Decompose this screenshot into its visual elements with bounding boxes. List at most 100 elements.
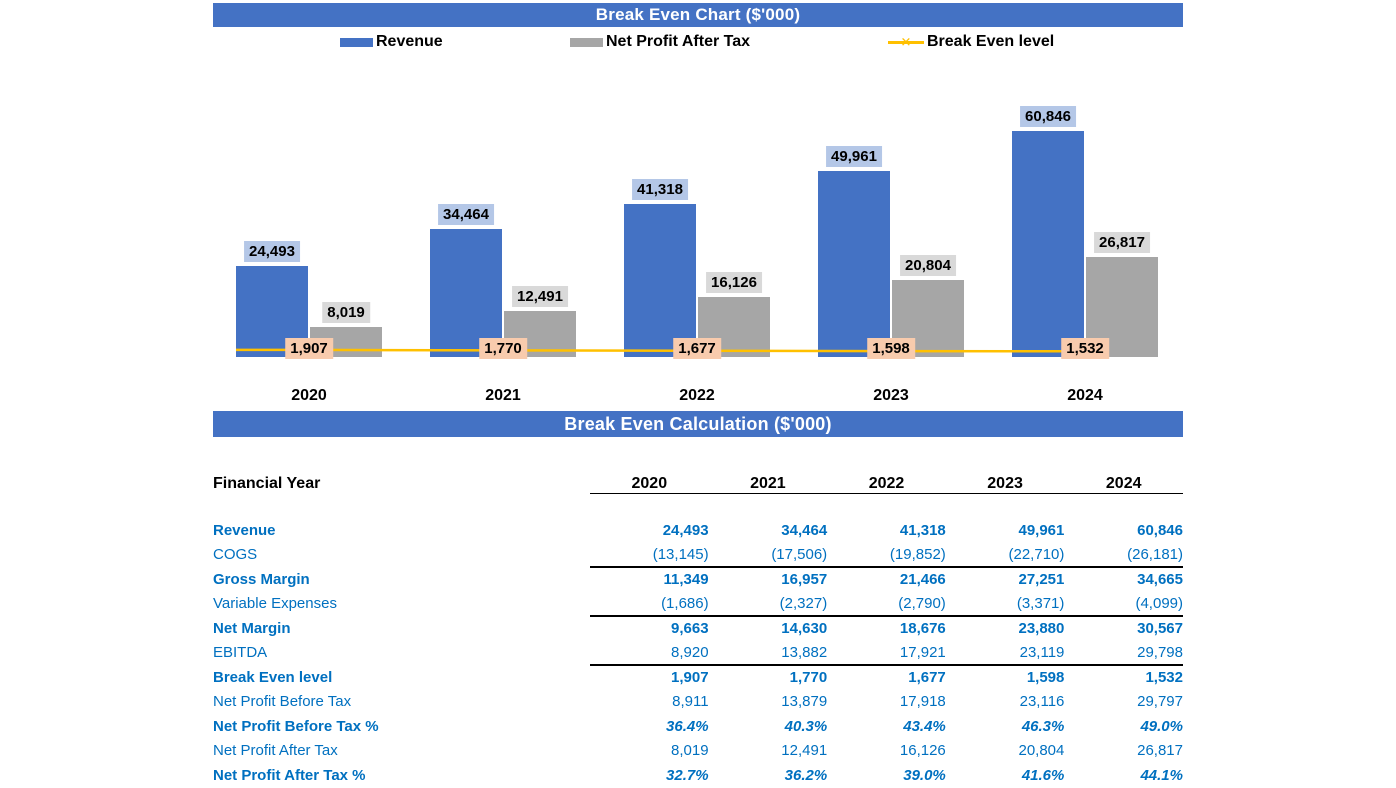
x-axis: 2020 2021 2022 2023 2024 [213, 357, 1183, 411]
cell-value: 60,846 [1137, 521, 1183, 539]
cell-value: 1,598 [945, 664, 1065, 690]
spacer-row [213, 493, 1183, 518]
row-label: COGS [213, 546, 258, 564]
table-row-ebitda: EBITDA 8,920 13,882 17,921 23,119 29,798 [213, 641, 1183, 666]
table-row-net-profit-after-tax: Net Profit After Tax % 32.7% 36.2% 39.0% 41.… [213, 763, 1183, 788]
year-header: 2022 [827, 455, 946, 494]
cell-value: 11,349 [590, 566, 709, 592]
cell-value: 41.6% [1021, 766, 1065, 784]
cell-value: 1,532 [1064, 664, 1183, 690]
break-even-plot: 24,493 8,019 1,907 34,464 12,491 1,770 41,318 1… [213, 56, 1183, 359]
cell-value: (2,327) [779, 594, 828, 612]
financial-year-header: Financial Year [213, 475, 321, 492]
legend-swatch-net-profit-after-tax [570, 37, 603, 47]
revenue-bar [624, 204, 696, 357]
cell-value: 44.1% [1140, 766, 1183, 784]
calc-title-banner: Break Even Calculation ($'000) [213, 411, 1183, 437]
break-even-value-label: 1,532 [1061, 338, 1109, 359]
year-header: 2024 [1064, 455, 1183, 494]
cell-value: 41,318 [899, 521, 946, 539]
table-row-net-profit-before-tax: Net Profit Before Tax % 36.4% 40.3% 43.4% 46… [213, 714, 1183, 739]
row-label: Net Profit Before Tax % [213, 717, 379, 735]
row-label: Net Margin [213, 619, 291, 637]
break-even-value-label: 1,598 [867, 338, 915, 359]
x-axis-label: 2024 [1067, 387, 1103, 404]
table-row-revenue: Revenue 24,493 34,464 41,318 49,961 60,846 [213, 518, 1183, 543]
cell-value: 39.0% [903, 766, 946, 784]
chart-legend: Revenue Net Profit After Tax ✕ Break Even l… [213, 27, 1183, 56]
year-header: 2023 [945, 455, 1065, 494]
cell-value: 24,493 [662, 521, 709, 539]
revenue-bar [818, 171, 890, 357]
cell-value: 30,567 [1064, 615, 1183, 641]
net-profit-value-label: 20,804 [900, 255, 956, 276]
x-axis-label: 2023 [873, 387, 909, 404]
report-page: Break Even Chart ($'000) Revenue Net Prof… [213, 0, 1183, 788]
cell-value: 34,665 [1064, 566, 1183, 592]
net-profit-value-label: 12,491 [512, 286, 568, 307]
row-label: Revenue [213, 521, 276, 539]
break-even-value-label: 1,907 [285, 338, 333, 359]
cell-value: 1,677 [827, 664, 946, 690]
legend-line [888, 41, 924, 44]
revenue-value-label: 34,464 [438, 204, 494, 225]
table-header-row: Financial Year 2020 2021 2022 2023 2024 [213, 455, 1183, 494]
revenue-bar [1012, 131, 1084, 357]
break-even-calculation-table: Financial Year 2020 2021 2022 2023 2024 Revenu… [213, 455, 1183, 788]
cell-value: (22,710) [1008, 545, 1065, 563]
net-profit-value-label: 8,019 [322, 302, 370, 323]
row-label: EBITDA [213, 644, 268, 662]
chart-title-banner: Break Even Chart ($'000) [213, 3, 1183, 27]
cell-value: 27,251 [945, 566, 1065, 592]
legend-item-revenue: Revenue [340, 33, 443, 51]
cell-value: (19,852) [889, 545, 946, 563]
cell-value: 36.2% [784, 766, 828, 784]
row-label: Variable Expenses [213, 595, 337, 613]
cell-value: 32.7% [666, 766, 709, 784]
cell-value: (26,181) [1127, 545, 1183, 563]
cell-value: (1,686) [661, 594, 709, 612]
cell-value: 49.0% [1140, 717, 1183, 735]
table-row-cogs: COGS (13,145) (17,506) (19,852) (22,710) (26,… [213, 543, 1183, 568]
cell-value: (4,099) [1135, 594, 1183, 612]
cell-value: 12,491 [781, 742, 828, 760]
revenue-value-label: 49,961 [826, 146, 882, 167]
cell-value: 9,663 [590, 615, 709, 641]
cell-value: 40.3% [784, 717, 828, 735]
legend-label: Net Profit After Tax [606, 33, 751, 50]
legend-label: Break Even level [927, 33, 1055, 50]
row-label: Net Profit Before Tax [213, 693, 352, 711]
year-header: 2021 [708, 455, 828, 494]
row-label: Net Profit After Tax [213, 742, 338, 760]
break-even-line-path [236, 348, 1086, 353]
cell-value: 29,798 [1137, 643, 1183, 661]
x-axis-label: 2021 [485, 387, 521, 404]
revenue-value-label: 60,846 [1020, 106, 1076, 127]
cell-value: 13,879 [781, 693, 828, 711]
legend-label: Revenue [376, 33, 443, 50]
cell-value: 26,817 [1137, 742, 1183, 760]
row-label: Net Profit After Tax % [213, 766, 366, 784]
break-even-value-label: 1,677 [673, 338, 721, 359]
legend-item-break-even-level: ✕ Break Even level [888, 33, 1054, 51]
cell-value: 8,920 [671, 643, 709, 661]
spacer-cell [213, 493, 1183, 518]
cell-value: (17,506) [771, 545, 828, 563]
revenue-value-label: 41,318 [632, 179, 688, 200]
cell-value: 8,911 [672, 693, 709, 711]
cell-value: (13,145) [652, 545, 709, 563]
cell-value: 1,770 [708, 664, 828, 690]
cell-value: 13,882 [781, 643, 828, 661]
cell-value: (3,371) [1016, 594, 1065, 612]
cell-value: 49,961 [1018, 521, 1065, 539]
revenue-value-label: 24,493 [244, 241, 300, 262]
x-axis-label: 2022 [679, 387, 715, 404]
table-row-net-margin: Net Margin 9,663 14,630 18,676 23,880 30,567 [213, 615, 1183, 641]
break-even-value-label: 1,770 [479, 338, 527, 359]
table-row-net-profit-after-tax: Net Profit After Tax 8,019 12,491 16,126 20,… [213, 739, 1183, 764]
cell-value: 18,676 [827, 615, 946, 641]
cell-value: 23,119 [1019, 643, 1065, 661]
year-header: 2020 [590, 455, 709, 494]
cell-value: 16,957 [708, 566, 828, 592]
legend-x-marker: ✕ [900, 34, 912, 50]
